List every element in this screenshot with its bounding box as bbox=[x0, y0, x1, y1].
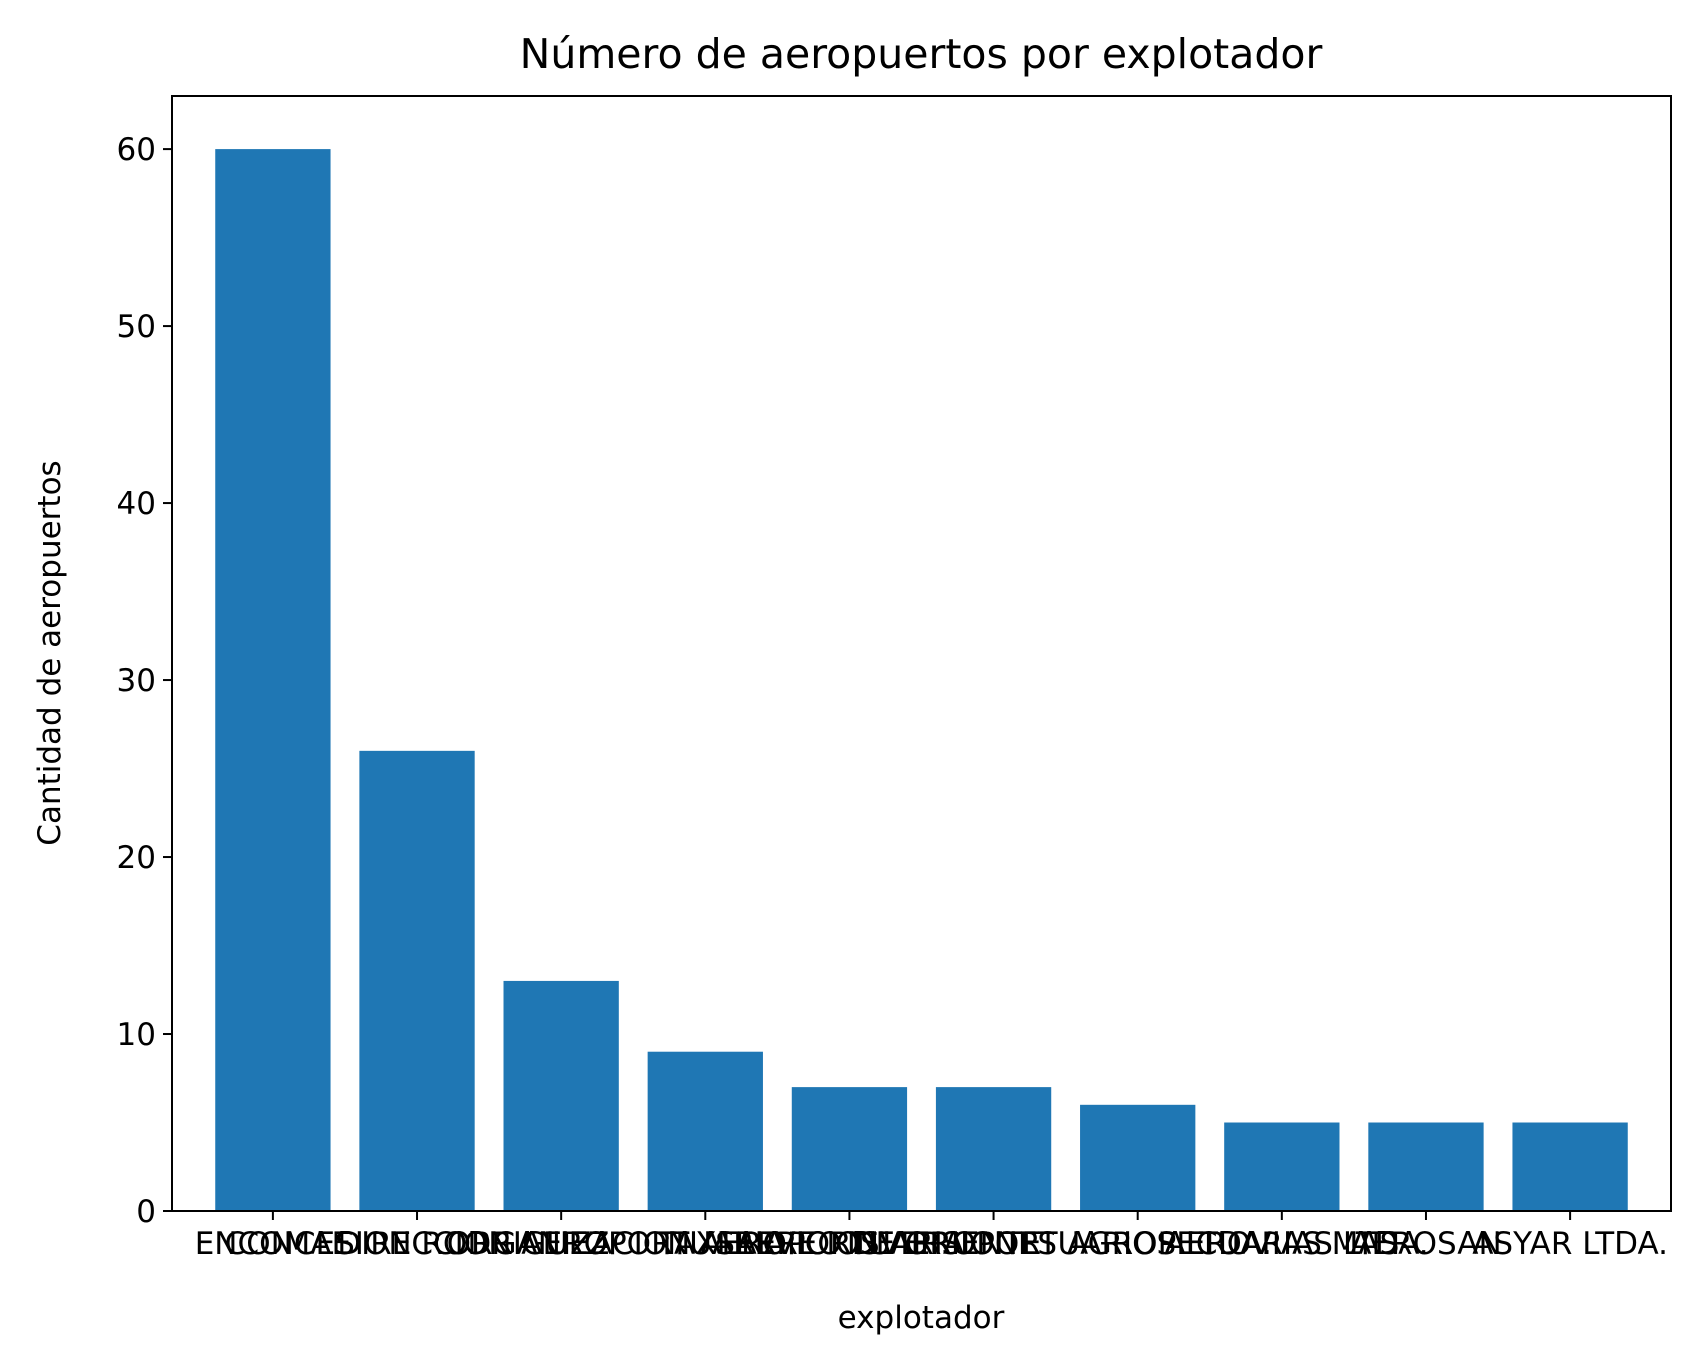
bar-8 bbox=[1368, 1122, 1484, 1211]
x-tick-label: TAXI AEREO DE ORIENTE bbox=[657, 1226, 1042, 1262]
x-tick-label: ASYAR LTDA. bbox=[1472, 1226, 1668, 1262]
bar-5 bbox=[935, 1087, 1052, 1211]
plot-frame bbox=[171, 95, 1672, 1212]
bars-group bbox=[215, 149, 1628, 1212]
y-tick-label: 50 bbox=[117, 309, 156, 345]
y-tick-label: 10 bbox=[117, 1017, 156, 1053]
x-tick-label: ENCOMAE bbox=[195, 1226, 351, 1262]
x-tick-label: ORGANIZACION AEROPORTUARIA bbox=[447, 1226, 964, 1262]
chart-title: Número de aeropuertos por explotador bbox=[520, 30, 1323, 78]
x-tick-label: SERVICIOS AEROPORTUARIOS LTDA. bbox=[715, 1226, 1272, 1262]
x-tick-label: AEROSAN bbox=[1350, 1226, 1501, 1262]
x-tick-label: AEROVIAS MAS bbox=[1164, 1226, 1399, 1262]
bar-9 bbox=[1512, 1122, 1628, 1211]
x-tick-label: CONCESION RODRIGUEZ bbox=[225, 1226, 610, 1262]
y-tick-label: 60 bbox=[117, 132, 156, 168]
y-tick-label: 20 bbox=[117, 840, 156, 876]
y-axis-ticks: 0 10 20 30 40 50 60 bbox=[117, 132, 172, 1230]
x-tick-label: DIRECCION AEROPORTUARIA bbox=[337, 1226, 785, 1262]
y-tick-label: 30 bbox=[117, 663, 156, 699]
bar-2 bbox=[503, 980, 619, 1211]
y-axis-label: Cantidad de aeropuertos bbox=[32, 460, 68, 845]
x-tick-label: INVERSIONES AGROPECUARIAS LTDA. bbox=[847, 1226, 1429, 1262]
y-tick-label: 40 bbox=[117, 486, 156, 522]
x-axis-label: explotador bbox=[838, 1300, 1005, 1336]
bar-0 bbox=[215, 149, 331, 1212]
bar-3 bbox=[647, 1051, 763, 1211]
bar-6 bbox=[1080, 1104, 1196, 1211]
bar-4 bbox=[791, 1087, 908, 1211]
y-tick-label: 0 bbox=[136, 1194, 156, 1230]
bar-7 bbox=[1224, 1122, 1340, 1211]
bar-1 bbox=[359, 750, 475, 1211]
